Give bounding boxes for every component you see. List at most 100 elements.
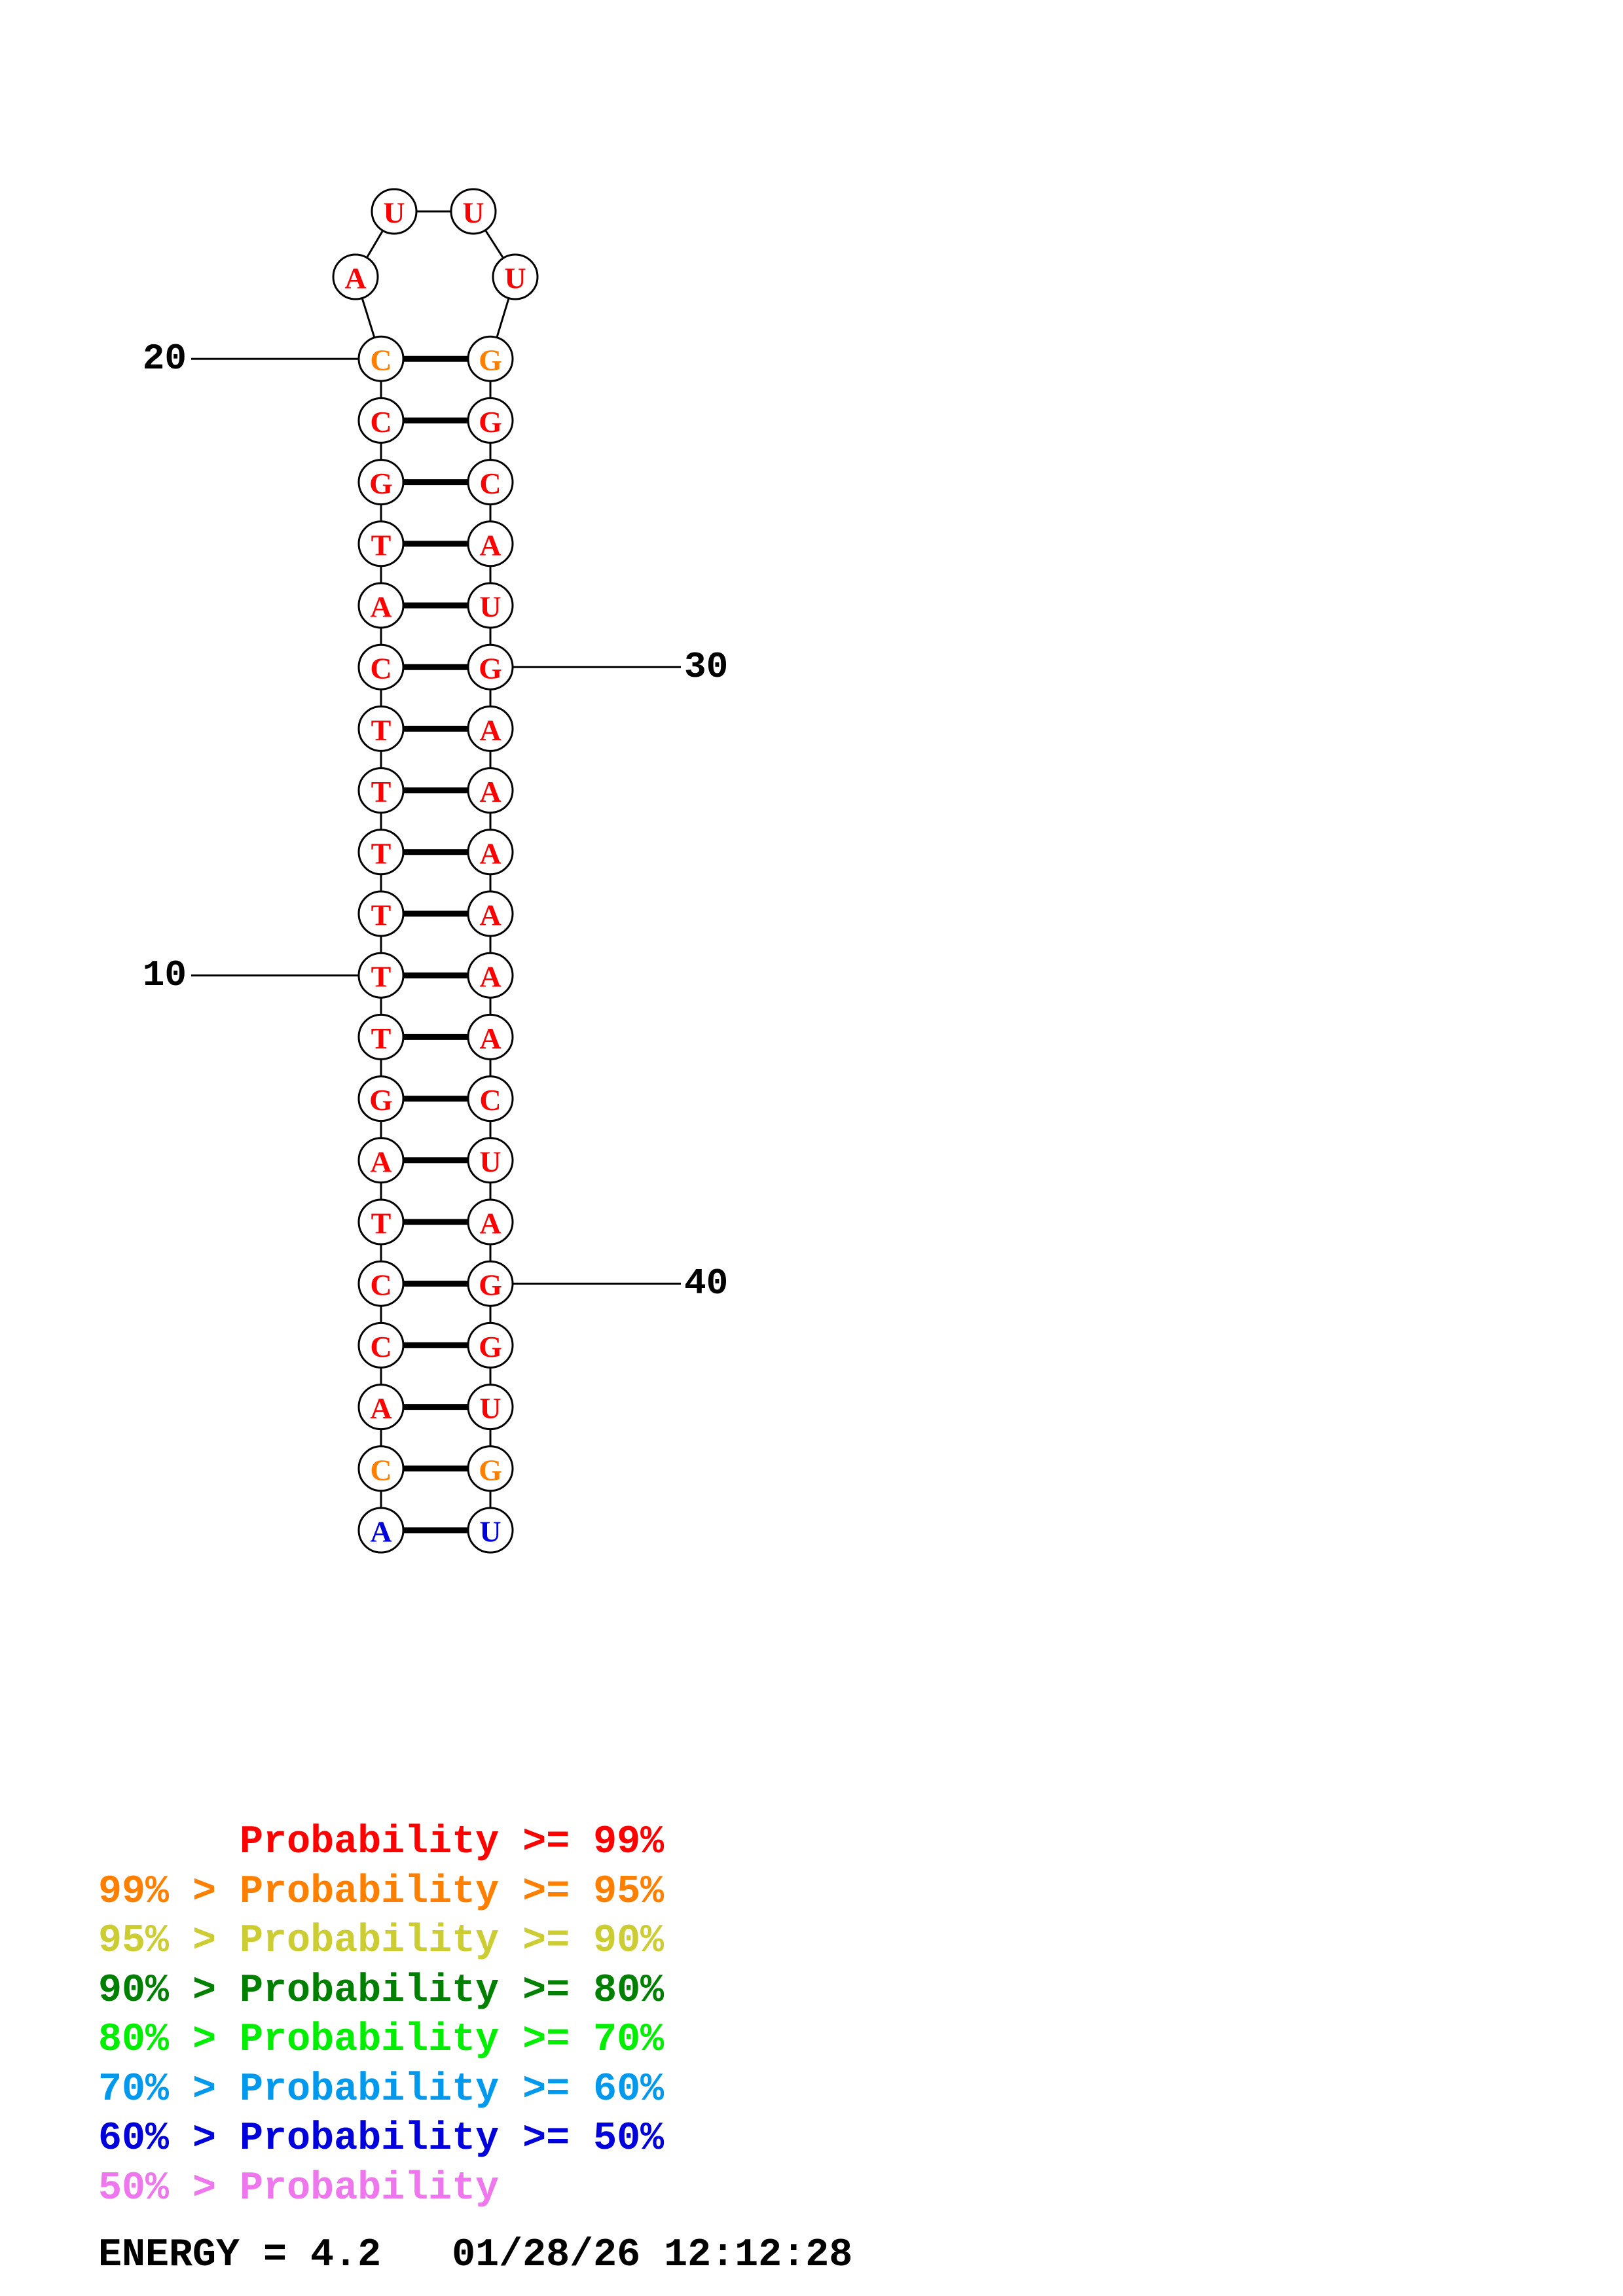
nucleotide-circle [467, 397, 514, 444]
legend-lower-bound: 95% > [98, 1919, 240, 1964]
position-ticks: 10 20 30 40 [143, 338, 728, 1304]
nucleotide-base: T [371, 1207, 392, 1240]
nucleotide-base: A [370, 1515, 392, 1549]
legend-upper-bound: >= 80% [499, 1968, 665, 2013]
position-label: 20 [143, 338, 187, 380]
nucleotide-base: T [371, 960, 392, 994]
nucleotide: T [357, 829, 405, 876]
timestamp: 01/28/26 12:12:28 [452, 2233, 853, 2278]
nucleotide-circle [492, 253, 539, 300]
legend-upper-bound: >= 99% [499, 1820, 665, 1865]
nucleotide: T [357, 705, 405, 752]
nucleotide-base: A [344, 262, 366, 295]
nucleotide: T [357, 952, 405, 999]
nucleotide-circle [357, 1260, 405, 1307]
nucleotide: U [371, 188, 418, 235]
nucleotide-base: A [370, 1391, 392, 1425]
nucleotide-base: U [479, 590, 501, 624]
nucleotide: A [467, 520, 514, 567]
nucleotide-circle [357, 1075, 405, 1122]
nucleotide-circle [467, 1198, 514, 1246]
legend-lower-bound: 70% > [98, 2067, 240, 2112]
nucleotide-base: T [371, 1022, 392, 1055]
legend-label: Probability [240, 2018, 500, 2062]
nucleotide-circle [357, 520, 405, 567]
nucleotide-circle [467, 890, 514, 937]
legend-upper-bound: >= 60% [499, 2067, 665, 2112]
nucleotide: G [467, 335, 514, 382]
nucleotide-base: G [369, 467, 393, 500]
nucleotide: A [467, 1013, 514, 1060]
nucleotide: C [467, 1075, 514, 1122]
nucleotide: C [357, 1445, 405, 1492]
nucleotide-base: T [371, 528, 392, 562]
nucleotide-base: T [371, 713, 392, 747]
nucleotide-circle [467, 459, 514, 506]
nucleotide-base: U [504, 262, 526, 295]
nucleotide-base: A [479, 960, 501, 994]
nucleotide-circle [467, 705, 514, 752]
nucleotide: T [357, 767, 405, 814]
footer: ENERGY = 4.2 01/28/26 12:12:28 [98, 2233, 852, 2278]
nucleotide-base: C [479, 467, 501, 500]
nucleotide: C [467, 459, 514, 506]
nucleotide-base: A [370, 590, 392, 624]
nucleotide-base: G [479, 1330, 502, 1363]
nucleotide: G [357, 1075, 405, 1122]
legend-row: 80% > Probability >= 70% [98, 2016, 664, 2066]
nucleotide-circle [467, 582, 514, 629]
nucleotide-circle [467, 1507, 514, 1554]
nucleotide-base: G [369, 1083, 393, 1117]
nucleotide: G [467, 1260, 514, 1307]
nucleotide-circle [371, 188, 418, 235]
legend-label: Probability [240, 2067, 500, 2112]
nucleotide: G [467, 643, 514, 691]
nucleotide-circle [357, 1445, 405, 1492]
nucleotide: G [467, 397, 514, 444]
nucleotide-circle [357, 767, 405, 814]
legend-lower-bound: 99% > [98, 1869, 240, 1914]
legend-lower-bound: 80% > [98, 2018, 240, 2062]
nucleotide: U [450, 188, 497, 235]
nucleotide-circle [467, 1445, 514, 1492]
nucleotide-circle [467, 335, 514, 382]
nucleotide-circle [450, 188, 497, 235]
legend-row: 50% > Probability [98, 2164, 664, 2214]
nucleotide-circle [357, 1507, 405, 1554]
nucleotide-circle [467, 767, 514, 814]
nucleotide: T [357, 1013, 405, 1060]
nucleotide-base: G [479, 405, 502, 439]
nucleotide-base: U [479, 1391, 501, 1425]
nucleotide: A [357, 1507, 405, 1554]
nucleotide-base: T [371, 775, 392, 808]
legend-label: Probability [240, 1968, 500, 2013]
nucleotide: C [357, 335, 405, 382]
nucleotide-base: C [370, 1453, 392, 1486]
nucleotide: G [357, 459, 405, 506]
legend-row: 99% > Probability >= 95% [98, 1868, 664, 1918]
legend-upper-bound: >= 90% [499, 1919, 665, 1964]
legend-row: 70% > Probability >= 60% [98, 2066, 664, 2115]
legend-label: Probability [240, 1919, 500, 1964]
nucleotide-base: C [370, 344, 392, 377]
nucleotide-base: G [479, 1268, 502, 1302]
nucleotide-base: A [479, 713, 501, 747]
nucleotide: A [467, 767, 514, 814]
nucleotide-base: C [370, 405, 392, 439]
nucleotide-circle [467, 1075, 514, 1122]
nucleotide-base: A [370, 1145, 392, 1178]
nucleotide: A [332, 253, 379, 300]
nucleotide: U [467, 1507, 514, 1554]
nucleotide-circle [357, 705, 405, 752]
nucleotide-circle [357, 829, 405, 876]
nucleotide-circle [467, 643, 514, 691]
nucleotide: G [467, 1321, 514, 1369]
nucleotide-circle [357, 952, 405, 999]
nucleotide-base: A [479, 899, 501, 932]
nucleotide-base: T [371, 836, 392, 870]
nucleotide-base: U [479, 1145, 501, 1178]
nucleotide-base: U [479, 1515, 501, 1549]
legend-label: Probability [240, 1820, 500, 1865]
